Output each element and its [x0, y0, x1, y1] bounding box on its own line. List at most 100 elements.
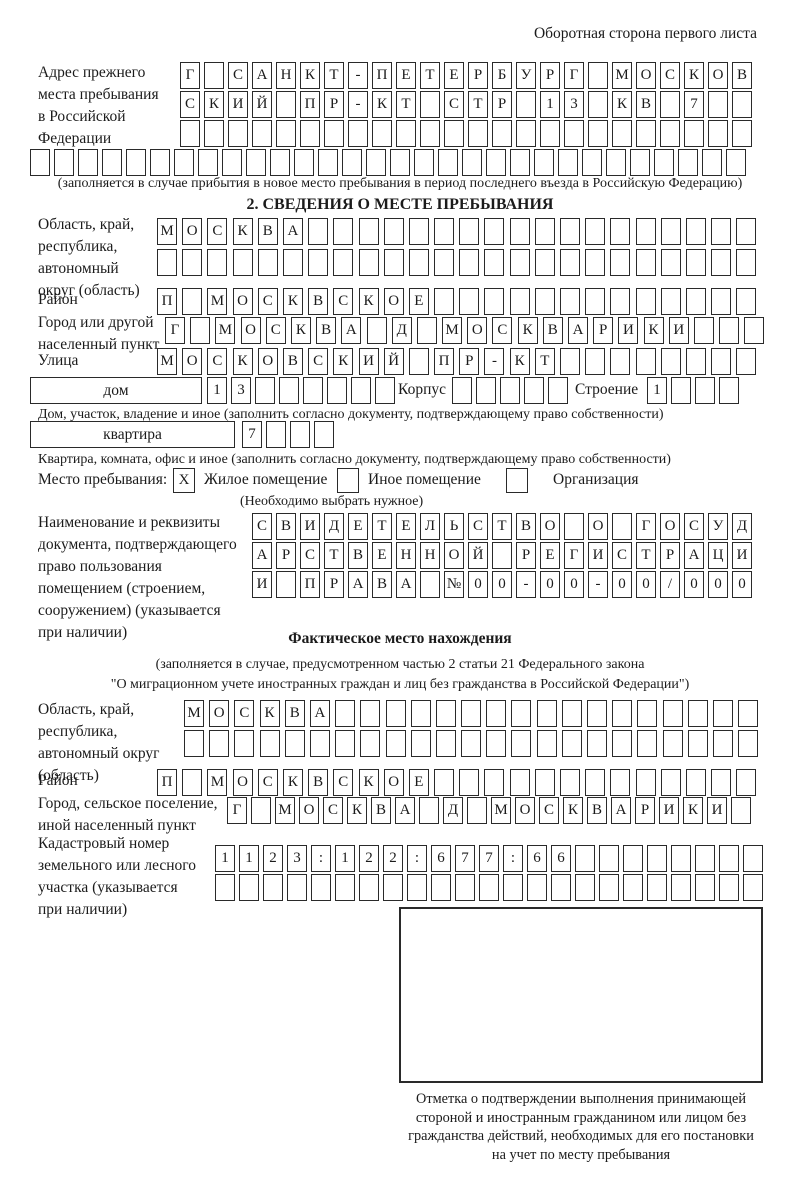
char-cell[interactable]: О — [240, 317, 261, 344]
char-cell[interactable] — [711, 249, 732, 276]
char-cell[interactable]: Д — [324, 513, 344, 540]
char-cell[interactable]: В — [276, 513, 296, 540]
char-cell[interactable]: П — [434, 348, 455, 375]
char-cell[interactable] — [635, 288, 656, 315]
char-cell[interactable]: С — [207, 218, 228, 245]
char-cell[interactable] — [209, 730, 230, 757]
char-cell[interactable] — [599, 874, 619, 901]
char-cell[interactable] — [560, 348, 580, 375]
char-cell[interactable]: К — [204, 91, 224, 118]
char-cell[interactable]: Р — [276, 542, 296, 569]
char-cell[interactable] — [282, 249, 303, 276]
char-cell[interactable] — [719, 377, 739, 404]
char-cell[interactable]: И — [588, 542, 608, 569]
char-cell[interactable] — [324, 120, 344, 147]
char-cell[interactable] — [662, 730, 683, 757]
char-cell[interactable] — [174, 149, 194, 176]
char-cell[interactable] — [486, 700, 507, 727]
char-cell[interactable]: О — [467, 317, 488, 344]
char-cell[interactable] — [660, 120, 680, 147]
char-cell[interactable] — [420, 91, 440, 118]
char-cell[interactable]: В — [257, 218, 278, 245]
char-cell[interactable] — [534, 149, 554, 176]
char-cell[interactable] — [468, 120, 488, 147]
char-cell[interactable]: 7 — [479, 845, 499, 872]
char-cell[interactable]: И — [707, 797, 727, 824]
char-cell[interactable]: 7 — [455, 845, 475, 872]
char-cell[interactable]: 6 — [527, 845, 547, 872]
char-cell[interactable]: Г — [165, 317, 185, 344]
char-cell[interactable]: Р — [492, 91, 512, 118]
char-cell[interactable] — [585, 218, 606, 245]
char-cell[interactable]: С — [228, 62, 248, 89]
char-cell[interactable]: П — [300, 571, 320, 598]
char-cell[interactable]: 7 — [684, 91, 704, 118]
char-cell[interactable] — [435, 730, 456, 757]
char-cell[interactable]: В — [372, 571, 392, 598]
char-cell[interactable] — [459, 769, 480, 796]
char-cell[interactable] — [738, 700, 759, 727]
char-cell[interactable]: - — [348, 62, 368, 89]
char-cell[interactable]: Т — [396, 91, 416, 118]
checkbox-other-premises[interactable] — [337, 468, 359, 493]
char-cell[interactable] — [708, 120, 728, 147]
char-cell[interactable]: Ь — [444, 513, 464, 540]
char-cell[interactable] — [467, 797, 487, 824]
char-cell[interactable] — [630, 149, 650, 176]
char-cell[interactable] — [637, 700, 658, 727]
char-cell[interactable] — [540, 120, 560, 147]
char-cell[interactable]: П — [372, 62, 392, 89]
char-cell[interactable] — [736, 348, 757, 375]
char-cell[interactable] — [695, 377, 715, 404]
char-cell[interactable] — [548, 377, 568, 404]
char-cell[interactable] — [360, 700, 381, 727]
char-cell[interactable]: И — [358, 348, 379, 375]
char-cell[interactable]: Т — [492, 513, 512, 540]
char-cell[interactable]: М — [207, 288, 228, 315]
char-cell[interactable]: А — [252, 62, 272, 89]
char-cell[interactable]: Т — [420, 62, 440, 89]
char-cell[interactable] — [687, 730, 708, 757]
char-cell[interactable] — [459, 218, 480, 245]
char-cell[interactable]: С — [468, 513, 488, 540]
char-cell[interactable] — [534, 288, 555, 315]
char-cell[interactable]: Р — [593, 317, 614, 344]
char-cell[interactable] — [204, 62, 224, 89]
char-cell[interactable] — [647, 845, 667, 872]
char-cell[interactable]: О — [636, 62, 656, 89]
char-cell[interactable] — [303, 377, 323, 404]
char-cell[interactable] — [685, 288, 706, 315]
char-cell[interactable] — [588, 120, 608, 147]
char-cell[interactable] — [383, 249, 404, 276]
char-cell[interactable]: А — [252, 542, 272, 569]
char-cell[interactable] — [383, 874, 403, 901]
char-cell[interactable]: - — [588, 571, 608, 598]
char-cell[interactable]: С — [539, 797, 559, 824]
char-cell[interactable]: О — [588, 513, 608, 540]
char-cell[interactable]: И — [228, 91, 248, 118]
char-cell[interactable] — [318, 149, 338, 176]
char-cell[interactable] — [561, 700, 582, 727]
char-cell[interactable] — [660, 249, 681, 276]
char-cell[interactable]: 0 — [564, 571, 584, 598]
char-cell[interactable] — [610, 218, 631, 245]
char-cell[interactable] — [736, 769, 757, 796]
char-cell[interactable] — [416, 317, 437, 344]
char-cell[interactable] — [637, 730, 658, 757]
char-cell[interactable] — [612, 120, 632, 147]
char-cell[interactable]: В — [636, 91, 656, 118]
char-cell[interactable] — [660, 769, 681, 796]
char-cell[interactable] — [435, 700, 456, 727]
char-cell[interactable]: И — [300, 513, 320, 540]
char-cell[interactable] — [560, 249, 580, 276]
char-cell[interactable]: Т — [324, 62, 344, 89]
char-cell[interactable]: 3 — [231, 377, 251, 404]
char-cell[interactable] — [585, 249, 606, 276]
char-cell[interactable]: / — [660, 571, 680, 598]
char-cell[interactable] — [687, 700, 708, 727]
char-cell[interactable]: К — [358, 288, 379, 315]
char-cell[interactable]: Й — [383, 348, 404, 375]
char-cell[interactable]: О — [515, 797, 535, 824]
char-cell[interactable] — [180, 120, 200, 147]
char-cell[interactable] — [647, 874, 667, 901]
